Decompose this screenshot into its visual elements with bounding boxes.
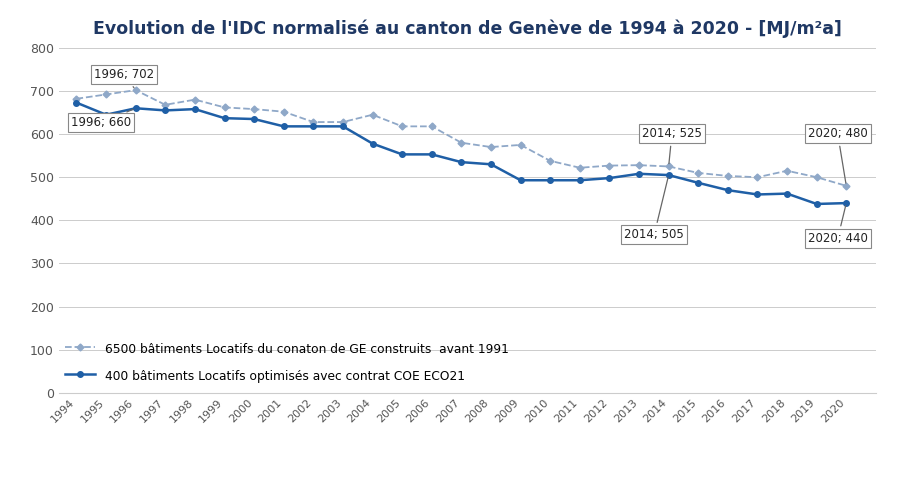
Text: 2014; 505: 2014; 505 [623, 178, 683, 241]
Legend: 6500 bâtiments Locatifs du conaton de GE construits  avant 1991, 400 bâtiments L: 6500 bâtiments Locatifs du conaton de GE… [65, 341, 509, 383]
Text: 2014; 525: 2014; 525 [641, 127, 701, 164]
Text: 2020; 480: 2020; 480 [807, 127, 867, 183]
Text: 1996; 660: 1996; 660 [70, 109, 133, 129]
Text: 1996; 702: 1996; 702 [94, 68, 154, 88]
Title: Evolution de l'IDC normalisé au canton de Genève de 1994 à 2020 - [MJ/m²a]: Evolution de l'IDC normalisé au canton d… [93, 20, 841, 38]
Text: 2020; 440: 2020; 440 [807, 206, 867, 245]
